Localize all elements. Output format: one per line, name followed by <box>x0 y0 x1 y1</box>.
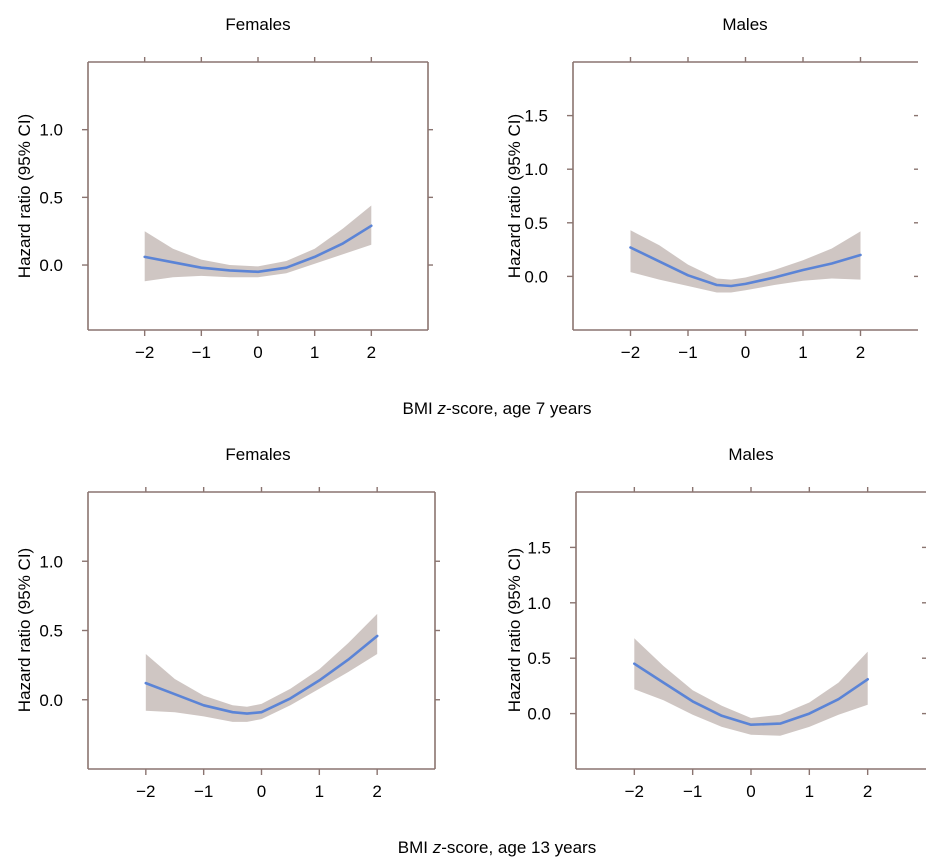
x-tick-label: 2 <box>367 343 376 362</box>
x-axis-label-age-13-italic: z <box>432 838 442 857</box>
panel-title: Males <box>722 15 767 34</box>
x-tick-label: 2 <box>856 343 865 362</box>
confidence-band <box>634 638 868 736</box>
x-tick-label: 2 <box>863 782 872 801</box>
x-tick-label: 1 <box>805 782 814 801</box>
y-tick-label: 0.5 <box>524 214 548 233</box>
x-axis-label-age-7-italic: z <box>436 399 446 418</box>
y-tick-label: 0.0 <box>39 256 63 275</box>
y-tick-label: 0.5 <box>39 622 63 641</box>
y-axis-label: Hazard ratio (95% CI) <box>505 114 524 278</box>
confidence-band <box>144 205 372 282</box>
y-axis-label: Hazard ratio (95% CI) <box>15 114 34 278</box>
x-tick-label: −1 <box>678 343 697 362</box>
x-axis-label-age-7-prefix: BMI <box>403 399 438 418</box>
y-tick-label: 1.5 <box>524 107 548 126</box>
x-axis-label-age-13: BMI z-score, age 13 years <box>398 838 596 857</box>
x-tick-label: 1 <box>310 343 319 362</box>
x-tick-label: −2 <box>135 343 154 362</box>
panel-3: Females Hazard ratio (95% CI) −2 −1 0 1 2 0.0 0.… <box>15 445 440 801</box>
panels: Females Hazard ratio (95% CI) −2 −1 0 1 2 0.0 0.… <box>15 15 926 801</box>
x-tick-label: −1 <box>683 782 702 801</box>
hazard-ratio-line <box>629 246 862 288</box>
y-tick-label: 1.0 <box>39 121 63 140</box>
x-tick-label: −1 <box>194 782 213 801</box>
x-tick-label: 0 <box>741 343 750 362</box>
y-tick-label: 1.5 <box>527 538 551 557</box>
panel-title: Males <box>728 445 773 464</box>
x-tick-label: 1 <box>315 782 324 801</box>
y-tick-label: 1.0 <box>527 594 551 613</box>
panel-title: Females <box>225 15 290 34</box>
y-axis-label: Hazard ratio (95% CI) <box>15 548 34 712</box>
hazard-ratio-line <box>143 224 373 274</box>
y-tick-label: 0.0 <box>527 705 551 724</box>
y-axis-label: Hazard ratio (95% CI) <box>505 548 524 712</box>
hazard-ratio-line <box>144 634 379 715</box>
x-tick-label: 0 <box>257 782 266 801</box>
hazard-ratio-line <box>632 662 870 727</box>
x-axis-label-age-7: BMI z-score, age 7 years <box>403 399 592 418</box>
x-axis-label-age-7-suffix: -score, age 7 years <box>446 399 592 418</box>
x-tick-label: −2 <box>625 782 644 801</box>
y-tick-label: 0.0 <box>524 267 548 286</box>
confidence-band <box>630 230 861 293</box>
x-axis-label-age-13-prefix: BMI <box>398 838 433 857</box>
y-tick-label: 0.5 <box>39 188 63 207</box>
panel-title: Females <box>225 445 290 464</box>
y-tick-label: 0.5 <box>527 649 551 668</box>
x-tick-label: −1 <box>192 343 211 362</box>
x-tick-label: −2 <box>621 343 640 362</box>
x-tick-label: 1 <box>798 343 807 362</box>
panel-4: Males Hazard ratio (95% CI) −2 −1 0 1 2 0.0 0.5 1… <box>505 445 926 801</box>
y-tick-label: 1.0 <box>524 160 548 179</box>
confidence-band <box>145 613 378 722</box>
panel-2: Males Hazard ratio (95% CI) −2 −1 0 1 2 0.0 0.5 1… <box>505 15 918 362</box>
panel-1: Females Hazard ratio (95% CI) −2 −1 0 1 2 0.0 0.… <box>15 15 433 362</box>
x-tick-label: 0 <box>746 782 755 801</box>
y-tick-label: 1.0 <box>39 552 63 571</box>
x-axis-label-age-13-suffix: -score, age 13 years <box>441 838 596 857</box>
x-tick-label: 0 <box>253 343 262 362</box>
y-tick-label: 0.0 <box>39 691 63 710</box>
x-tick-label: −2 <box>136 782 155 801</box>
x-tick-label: 2 <box>372 782 381 801</box>
